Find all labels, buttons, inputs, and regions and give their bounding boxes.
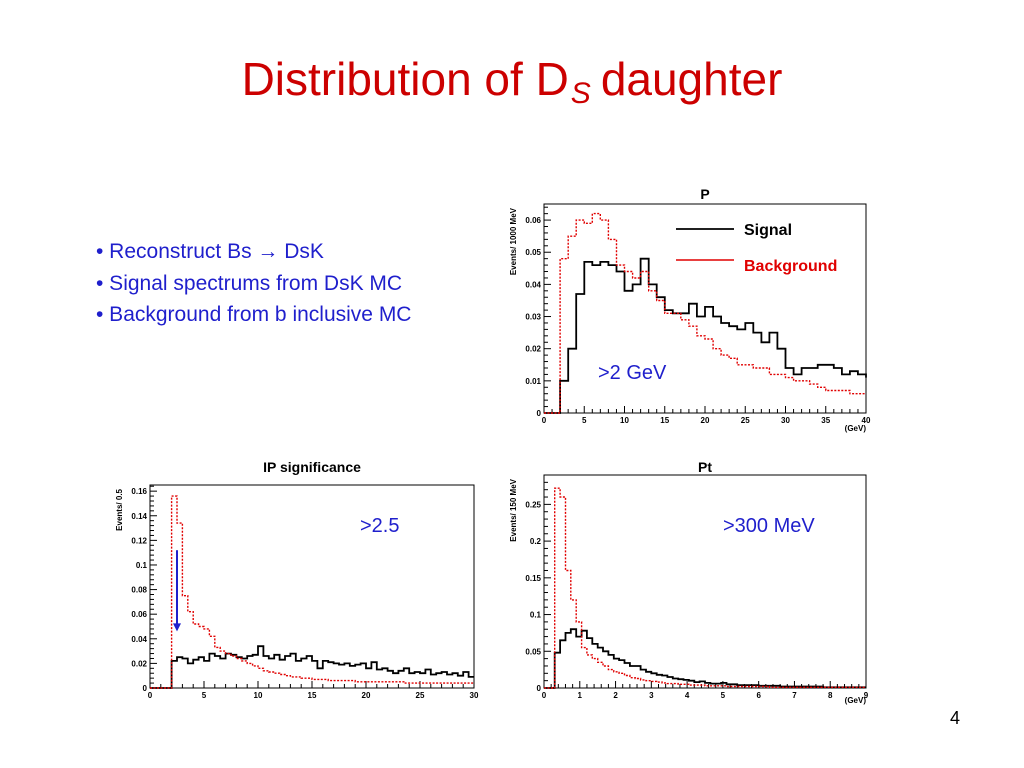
x-tick-label: 4 [685,691,690,700]
x-tick-label: 10 [254,691,263,700]
y-tick-label: 0.03 [525,313,541,322]
x-tick-label: 25 [741,416,750,425]
x-axis-label: (GeV) [845,696,867,705]
x-tick-label: 8 [828,691,833,700]
x-tick-label: 15 [308,691,317,700]
x-tick-label: 6 [756,691,761,700]
x-tick-label: 3 [649,691,654,700]
x-tick-label: 7 [792,691,797,700]
x-tick-label: 10 [620,416,629,425]
y-axis-label: Events/ 150 MeV [509,478,518,541]
x-tick-label: 20 [362,691,371,700]
y-tick-label: 0 [537,409,542,418]
y-tick-label: 0.04 [525,280,541,289]
x-tick-label: 1 [578,691,583,700]
cut-arrow-head [173,623,181,632]
x-tick-label: 40 [862,416,871,425]
cut-annotation: >2 GeV [598,362,667,384]
background-series [150,495,474,689]
signal-series [544,628,866,689]
x-tick-label: 5 [582,416,587,425]
pt-histogram: Pt 0 1 2 3 4 5 6 7 8 9 0 0.05 0.1 0.15 0.2 0.25 Events/ 1… [509,459,869,705]
y-tick-label: 0.06 [525,216,541,225]
bullet-item: • Reconstruct Bs → DsK [96,240,324,263]
background-series [544,487,866,689]
chart-title: P [700,186,709,202]
x-axis-label: (GeV) [845,424,867,433]
x-tick-label: 15 [660,416,669,425]
signal-series [544,257,867,414]
y-tick-label: 0 [537,684,542,693]
x-tick-label: 5 [721,691,726,700]
y-axis-label: Events/ 0.5 [115,488,124,530]
y-tick-label: 0.05 [525,248,541,257]
p-histogram: P 0 5 10 15 20 25 30 35 40 0 0.01 0.02 0.03 0.04 0.05 0.… [509,186,871,433]
x-tick-label: 0 [542,691,547,700]
x-tick-label: 9 [864,691,869,700]
y-tick-label: 0.25 [525,500,541,509]
slide-title: Distribution of DS daughter [0,52,1024,110]
y-tick-label: 0.15 [525,574,541,583]
title-main: Distribution of D [241,53,569,105]
x-tick-label: 30 [781,416,790,425]
chart-title: IP significance [263,459,361,475]
cut-annotation: >2.5 [360,515,399,537]
y-tick-label: 0.1 [136,561,148,570]
y-tick-label: 0.05 [525,647,541,656]
x-tick-label: 2 [613,691,618,700]
y-axis-label: Events/ 1000 MeV [509,207,518,275]
x-tick-label: 20 [701,416,710,425]
title-subscript: S [570,77,591,110]
x-tick-label: 0 [542,416,547,425]
y-tick-label: 0.08 [131,586,147,595]
x-tick-label: 35 [821,416,830,425]
signal-series [150,645,474,689]
x-tick-label: 0 [148,691,153,700]
x-tick-label: 25 [416,691,425,700]
y-tick-label: 0.01 [525,377,541,386]
y-tick-label: 0.04 [131,635,147,644]
y-tick-label: 0.1 [530,611,542,620]
x-tick-label: 30 [470,691,479,700]
y-tick-label: 0.16 [131,487,147,496]
bullet-item: • Background from b inclusive MC [96,303,412,326]
y-tick-label: 0.14 [131,512,147,521]
chart-title: Pt [698,459,712,475]
plot-frame [543,474,867,689]
background-series [544,212,866,414]
y-tick-label: 0.2 [530,537,542,546]
title-tail: daughter [600,53,783,105]
y-tick-label: 0.02 [525,345,541,354]
legend-signal-label: Signal [744,222,792,239]
cut-annotation: >300 MeV [723,515,815,537]
y-tick-label: 0.06 [131,610,147,619]
x-tick-label: 5 [202,691,207,700]
y-tick-label: 0.12 [131,536,147,545]
legend-background-label: Background [744,258,837,275]
page-number: 4 [950,708,961,728]
ip-significance-histogram: IP significance 0 5 10 15 20 25 30 0 0.02 0.04 0.06… [115,459,479,700]
bullet-item: • Signal spectrums from DsK MC [96,271,403,295]
bullet-list: • Reconstruct Bs → DsK • Signal spectrum… [96,236,411,331]
y-tick-label: 0.02 [131,659,147,668]
y-tick-label: 0 [143,684,148,693]
